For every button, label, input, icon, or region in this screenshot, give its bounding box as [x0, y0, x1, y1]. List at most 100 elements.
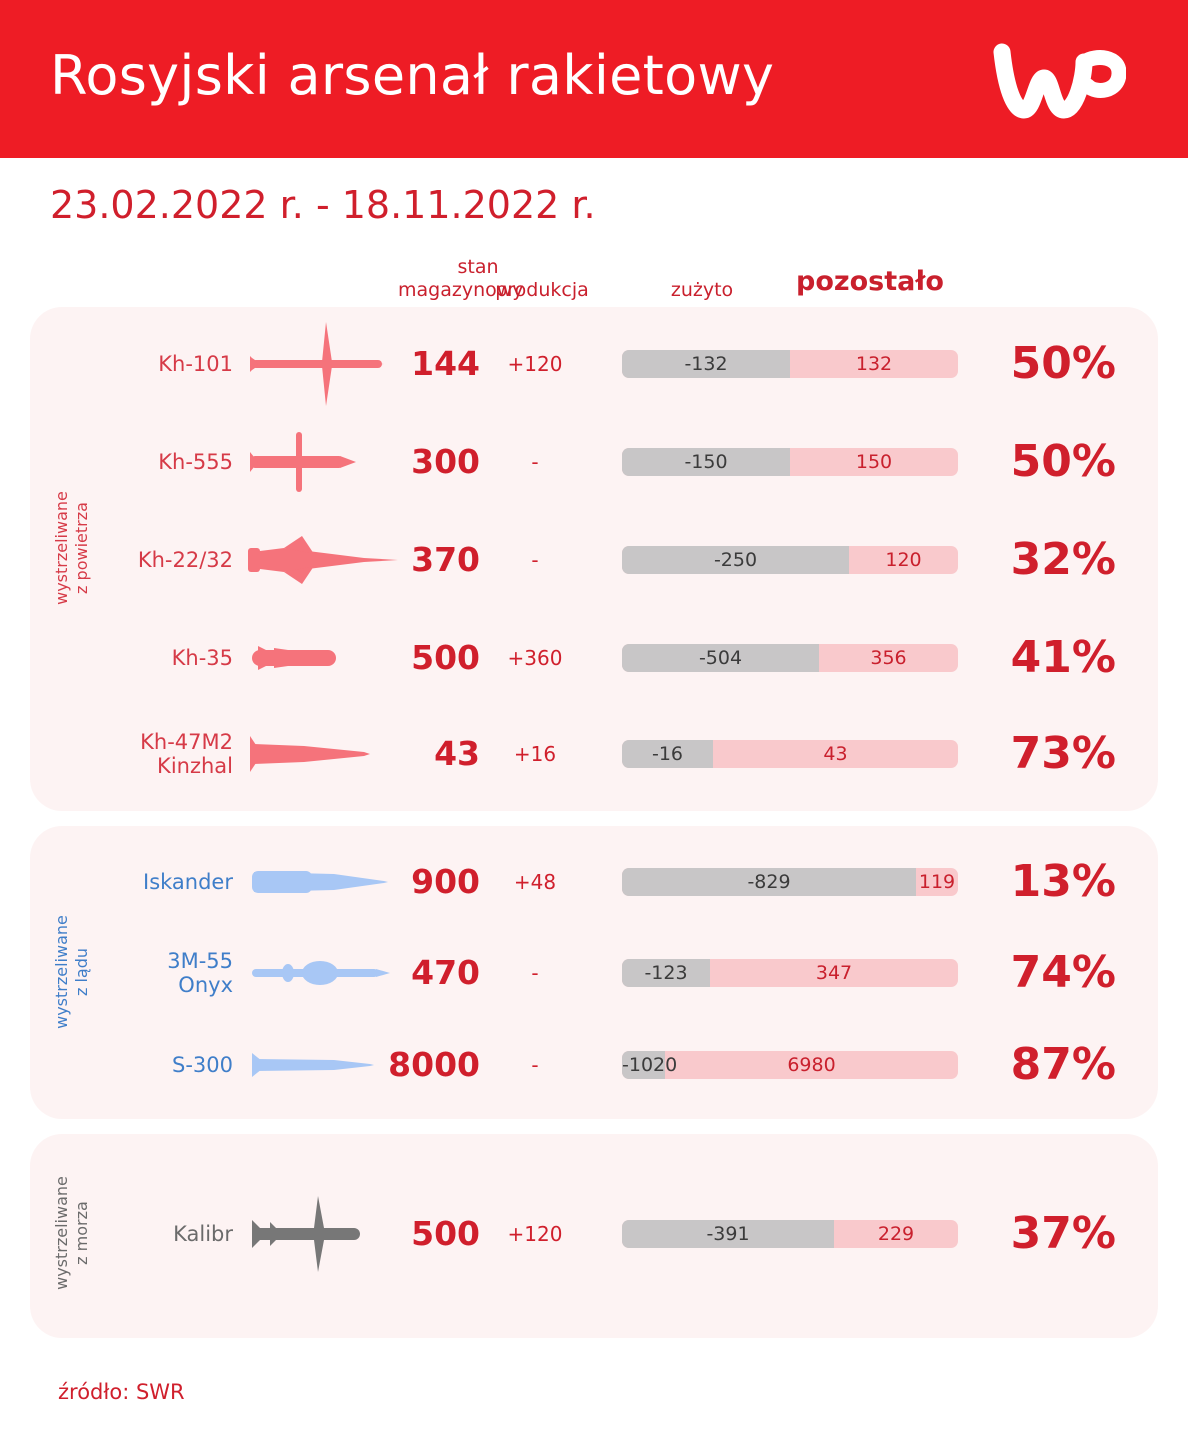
- column-header-stock-line2: magazynowy: [398, 279, 524, 301]
- iskander-missile-icon: [244, 852, 404, 912]
- remaining-percent: 87%: [1010, 1039, 1116, 1090]
- kalibr-missile-icon: [244, 1196, 404, 1272]
- kh-22-missile-icon: [244, 530, 404, 590]
- bar-remaining-segment: 150: [855, 451, 893, 473]
- bar-used-segment: -250: [622, 546, 849, 574]
- remaining-percent: 13%: [1010, 856, 1116, 907]
- missile-name-line1: Kalibr: [173, 1222, 233, 1246]
- bar-remaining-segment: 119: [918, 871, 956, 893]
- missile-name-line2: Onyx: [178, 973, 233, 997]
- usage-bar: -123 347: [622, 959, 958, 987]
- remaining-percent: 73%: [1010, 728, 1116, 779]
- column-header-remaining: pozostało: [796, 266, 944, 297]
- missile-name: Kh-555: [158, 432, 233, 492]
- production-value: -: [531, 1053, 539, 1077]
- bar-used-segment: -123: [622, 959, 710, 987]
- source-note: źródło: SWR: [58, 1380, 185, 1404]
- bar-remaining-segment: 132: [855, 353, 893, 375]
- usage-bar: -829 119: [622, 868, 958, 896]
- missile-name: Iskander: [143, 852, 233, 912]
- bar-remaining-segment: 43: [823, 743, 848, 765]
- stock-value: 43: [434, 734, 480, 773]
- column-header-used: zużyto: [670, 279, 734, 301]
- usage-bar: -16 43: [622, 740, 958, 768]
- stock-value: 900: [411, 862, 480, 901]
- table-row: Iskander 900 +48 -829 119 13%: [0, 852, 1188, 912]
- missile-name-line2: Kinzhal: [157, 754, 233, 778]
- bar-used-segment: -391: [622, 1220, 834, 1248]
- remaining-percent: 74%: [1010, 947, 1116, 998]
- usage-bar: -132 132: [622, 350, 958, 378]
- column-header-stock: stan magazynowy: [398, 256, 524, 302]
- remaining-percent: 37%: [1010, 1208, 1116, 1259]
- bar-used-segment: -504: [622, 644, 819, 672]
- bar-used-segment: -1020: [622, 1051, 677, 1079]
- stock-value: 500: [411, 638, 480, 677]
- onyx-missile-icon: [244, 943, 404, 1003]
- bar-used-segment: -16: [622, 740, 713, 768]
- bar-remaining-segment: 229: [877, 1223, 915, 1245]
- production-value: -: [531, 450, 539, 474]
- header-banner: Rosyjski arsenał rakietowy WP: [0, 0, 1188, 158]
- column-header-production: produkcja: [495, 279, 589, 301]
- bar-remaining-segment: 120: [885, 549, 922, 571]
- remaining-percent: 50%: [1010, 338, 1116, 389]
- remaining-percent: 50%: [1010, 436, 1116, 487]
- s-300-missile-icon: [244, 1035, 404, 1095]
- page-title: Rosyjski arsenał rakietowy: [50, 44, 775, 107]
- missile-name: Kh-35: [172, 628, 233, 688]
- stock-value: 370: [411, 540, 480, 579]
- production-value: -: [531, 548, 539, 572]
- table-row: Kh-22/32 370 - -250 120 32%: [0, 530, 1188, 590]
- usage-bar: -250 120: [622, 546, 958, 574]
- kh-101-missile-icon: [244, 322, 404, 406]
- table-row: Kh-101 144 +120 -132 132 50%: [0, 322, 1188, 406]
- missile-name-line1: Kh-101: [158, 352, 233, 376]
- production-value: +120: [507, 1222, 563, 1246]
- table-row: Kalibr 500 +120 -391 229 37%: [0, 1196, 1188, 1272]
- column-header-stock-line1: stan: [457, 256, 499, 278]
- bar-used-segment: -132: [622, 350, 790, 378]
- usage-bar: -150 150: [622, 448, 958, 476]
- group-panel-sea: [30, 1134, 1158, 1338]
- stock-value: 470: [411, 953, 480, 992]
- production-value: +120: [507, 352, 563, 376]
- missile-name: 3M-55 Onyx: [167, 943, 233, 1003]
- missile-name: Kh-22/32: [138, 530, 233, 590]
- production-value: -: [531, 961, 539, 985]
- remaining-percent: 41%: [1010, 632, 1116, 683]
- usage-bar: -504 356: [622, 644, 958, 672]
- missile-name-line1: Kh-35: [171, 646, 233, 670]
- usage-bar: -391 229: [622, 1220, 958, 1248]
- missile-name: Kh-101: [158, 334, 233, 394]
- table-row: 3M-55 Onyx 470 - -123 347 74%: [0, 943, 1188, 1003]
- remaining-percent: 32%: [1010, 534, 1116, 585]
- missile-name-line1: 3M-55: [167, 949, 233, 973]
- bar-used-segment: -150: [622, 448, 790, 476]
- bar-used-segment: -829: [622, 868, 916, 896]
- missile-name: Kalibr: [173, 1204, 233, 1264]
- missile-name-line1: Kh-47M2: [140, 730, 233, 754]
- production-value: +360: [507, 646, 563, 670]
- kh-35-missile-icon: [244, 628, 404, 688]
- kinzhal-missile-icon: [244, 724, 404, 784]
- table-row: Kh-35 500 +360 -504 356 41%: [0, 628, 1188, 688]
- production-value: +16: [513, 742, 557, 766]
- usage-bar: -1020 6980: [622, 1051, 958, 1079]
- missile-name-line1: Iskander: [143, 870, 233, 894]
- missile-name-line1: Kh-555: [158, 450, 233, 474]
- missile-name: S-300: [172, 1035, 233, 1095]
- table-row: S-300 8000 - -1020 6980 87%: [0, 1035, 1188, 1095]
- stock-value: 144: [411, 344, 480, 383]
- table-row: Kh-47M2 Kinzhal 43 +16 -16 43 73%: [0, 724, 1188, 784]
- missile-name-line1: Kh-22/32: [137, 548, 233, 572]
- production-value: +48: [513, 870, 557, 894]
- kh-555-missile-icon: [244, 432, 404, 492]
- stock-value: 300: [411, 442, 480, 481]
- missile-name: Kh-47M2 Kinzhal: [140, 724, 233, 784]
- missile-name-line1: S-300: [172, 1053, 233, 1077]
- stock-value: 500: [411, 1214, 480, 1253]
- group-panel-land: [30, 826, 1158, 1119]
- bar-remaining-segment: 6980: [787, 1054, 836, 1076]
- group-panel-air: [30, 307, 1158, 811]
